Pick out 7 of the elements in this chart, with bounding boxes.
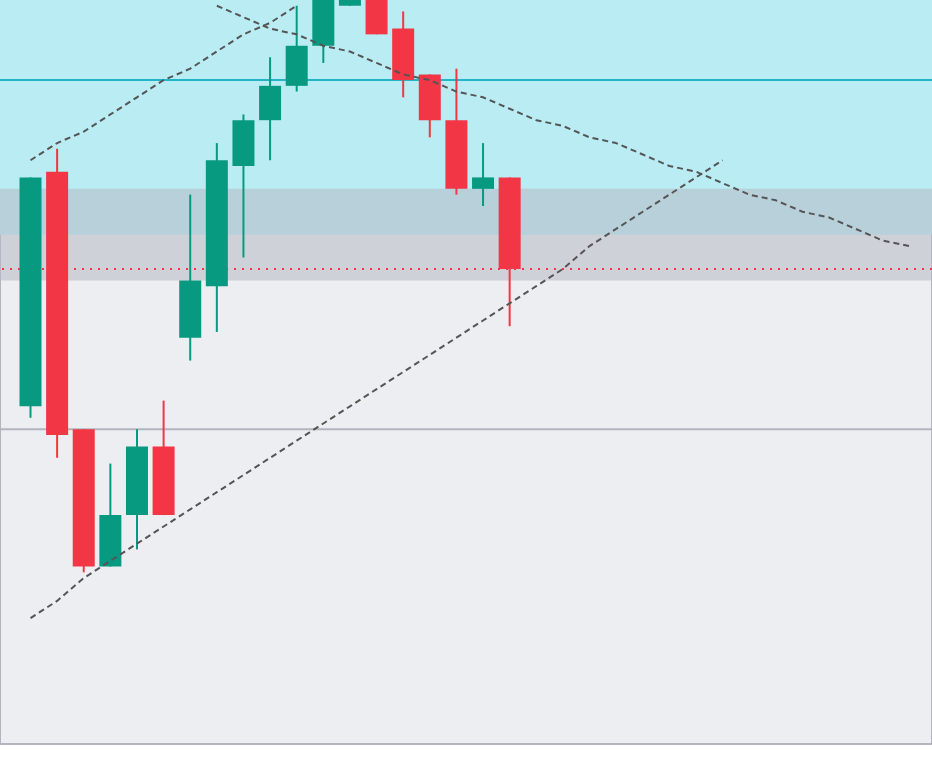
candlestick [285, 4, 308, 93]
candlestick [232, 113, 255, 259]
candlestick [472, 142, 495, 208]
candlestick [312, 0, 335, 64]
candlestick [418, 73, 441, 139]
candlestick [365, 0, 388, 36]
candlestick [259, 56, 282, 162]
